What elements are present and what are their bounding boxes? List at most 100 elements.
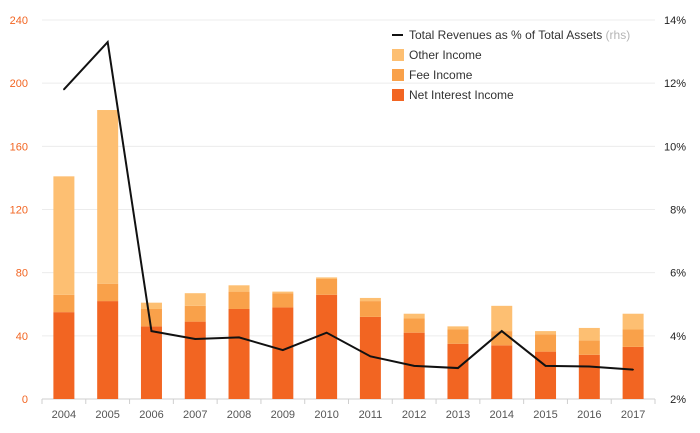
legend-swatch: [392, 89, 404, 101]
line-point: [500, 330, 503, 332]
bar-series: [53, 110, 644, 399]
x-axis: 2004 2005 2006 2007 2008 2009 2010 2011 2012 2013…: [41, 399, 656, 421]
x-tick-label: 2017: [621, 409, 645, 421]
x-tick-label: 2009: [271, 409, 295, 421]
bar-segment: [316, 277, 338, 279]
line-point: [106, 41, 109, 43]
bar-segment: [184, 321, 206, 399]
bar-segment: [535, 351, 557, 399]
legend-label: Net Interest Income: [409, 88, 514, 102]
bar-segment: [53, 176, 75, 295]
x-tick-label: 2004: [52, 409, 76, 421]
bar-segment: [535, 334, 557, 352]
x-tick-label: 2014: [490, 409, 514, 421]
bar-segment: [97, 301, 119, 399]
bar-segment: [622, 346, 644, 399]
x-tick-label: 2015: [533, 409, 557, 421]
legend: Total Revenues as % of Total Assets (rhs…: [392, 28, 630, 102]
bar-segment: [97, 283, 119, 302]
left-tick-label: 80: [16, 268, 28, 280]
line-path: [63, 39, 634, 371]
left-tick-label: 120: [10, 205, 28, 217]
line-point: [63, 88, 65, 91]
bar-segment: [184, 293, 206, 306]
bar-segment: [359, 301, 381, 317]
bar-segment: [403, 318, 425, 333]
bar-segment: [491, 345, 513, 399]
bar-segment: [272, 307, 294, 399]
left-tick-label: 160: [10, 141, 28, 153]
right-tick-label: 2%: [670, 394, 686, 406]
line-point: [457, 367, 459, 369]
bar-segment: [403, 313, 425, 319]
bar-segment: [447, 329, 469, 344]
left-axis: 0 40 80 120 160 200 240: [10, 15, 28, 406]
bar-segment: [184, 305, 206, 322]
legend-swatch: [392, 69, 404, 81]
legend-item: Fee Income: [392, 68, 473, 82]
left-tick-label: 240: [10, 15, 28, 27]
legend-suffix: (rhs): [602, 28, 630, 42]
left-tick-label: 200: [10, 78, 28, 90]
left-tick-label: 0: [22, 394, 28, 406]
right-tick-label: 12%: [664, 78, 686, 90]
bar-segment: [622, 313, 644, 330]
x-tick-label: 2012: [402, 409, 426, 421]
line-point: [325, 331, 328, 334]
bar-segment: [53, 312, 75, 399]
bar-segment: [447, 326, 469, 330]
legend-label: Total Revenues as % of Total Assets (rhs…: [409, 28, 630, 42]
x-tick-label: 2013: [446, 409, 470, 421]
x-tick-label: 2011: [359, 409, 383, 421]
legend-swatch: [392, 49, 404, 61]
bar-segment: [359, 297, 381, 302]
bar-segment: [228, 308, 250, 399]
x-tick-label: 2007: [183, 409, 207, 421]
bar-segment: [228, 285, 250, 292]
right-tick-label: 14%: [664, 15, 686, 27]
bar-segment: [447, 343, 469, 399]
legend-label: Other Income: [409, 48, 482, 62]
x-tick-label: 2006: [139, 409, 163, 421]
x-tick-label: 2005: [95, 409, 119, 421]
right-tick-label: 10%: [664, 141, 686, 153]
legend-label: Fee Income: [409, 68, 473, 82]
bar-segment: [491, 305, 513, 332]
legend-item: Other Income: [392, 48, 482, 62]
line-point: [369, 355, 372, 358]
bar-segment: [578, 340, 600, 355]
line-series: [63, 39, 634, 371]
line-point: [544, 365, 547, 367]
left-tick-label: 40: [16, 331, 28, 343]
legend-item: Net Interest Income: [392, 88, 514, 102]
bar-segment: [272, 291, 294, 294]
bar-segment: [316, 294, 338, 399]
x-tick-label: 2016: [577, 409, 601, 421]
bar-segment: [622, 329, 644, 347]
bar-segment: [53, 294, 75, 313]
bar-segment: [359, 316, 381, 399]
x-tick-label: 2008: [227, 409, 251, 421]
line-point: [238, 336, 240, 339]
line-point: [632, 368, 634, 371]
right-tick-label: 6%: [670, 268, 686, 280]
bar-segment: [97, 110, 119, 284]
bar-segment: [228, 291, 250, 309]
right-axis: 2% 4% 6% 8% 10% 12% 14%: [664, 15, 686, 406]
line-point: [150, 330, 153, 332]
bar-segment: [140, 326, 162, 399]
line-point: [588, 365, 591, 368]
bar-segment: [316, 278, 338, 295]
right-tick-label: 4%: [670, 331, 686, 343]
legend-item: Total Revenues as % of Total Assets (rhs…: [392, 28, 630, 42]
bar-segment: [578, 354, 600, 399]
line-point: [194, 338, 197, 340]
line-point: [413, 365, 415, 367]
right-tick-label: 8%: [670, 205, 686, 217]
bar-segment: [578, 327, 600, 341]
bar-segment: [140, 302, 162, 309]
bar-segment: [140, 308, 162, 327]
bar-segment: [272, 293, 294, 308]
bar-segment: [535, 331, 557, 335]
